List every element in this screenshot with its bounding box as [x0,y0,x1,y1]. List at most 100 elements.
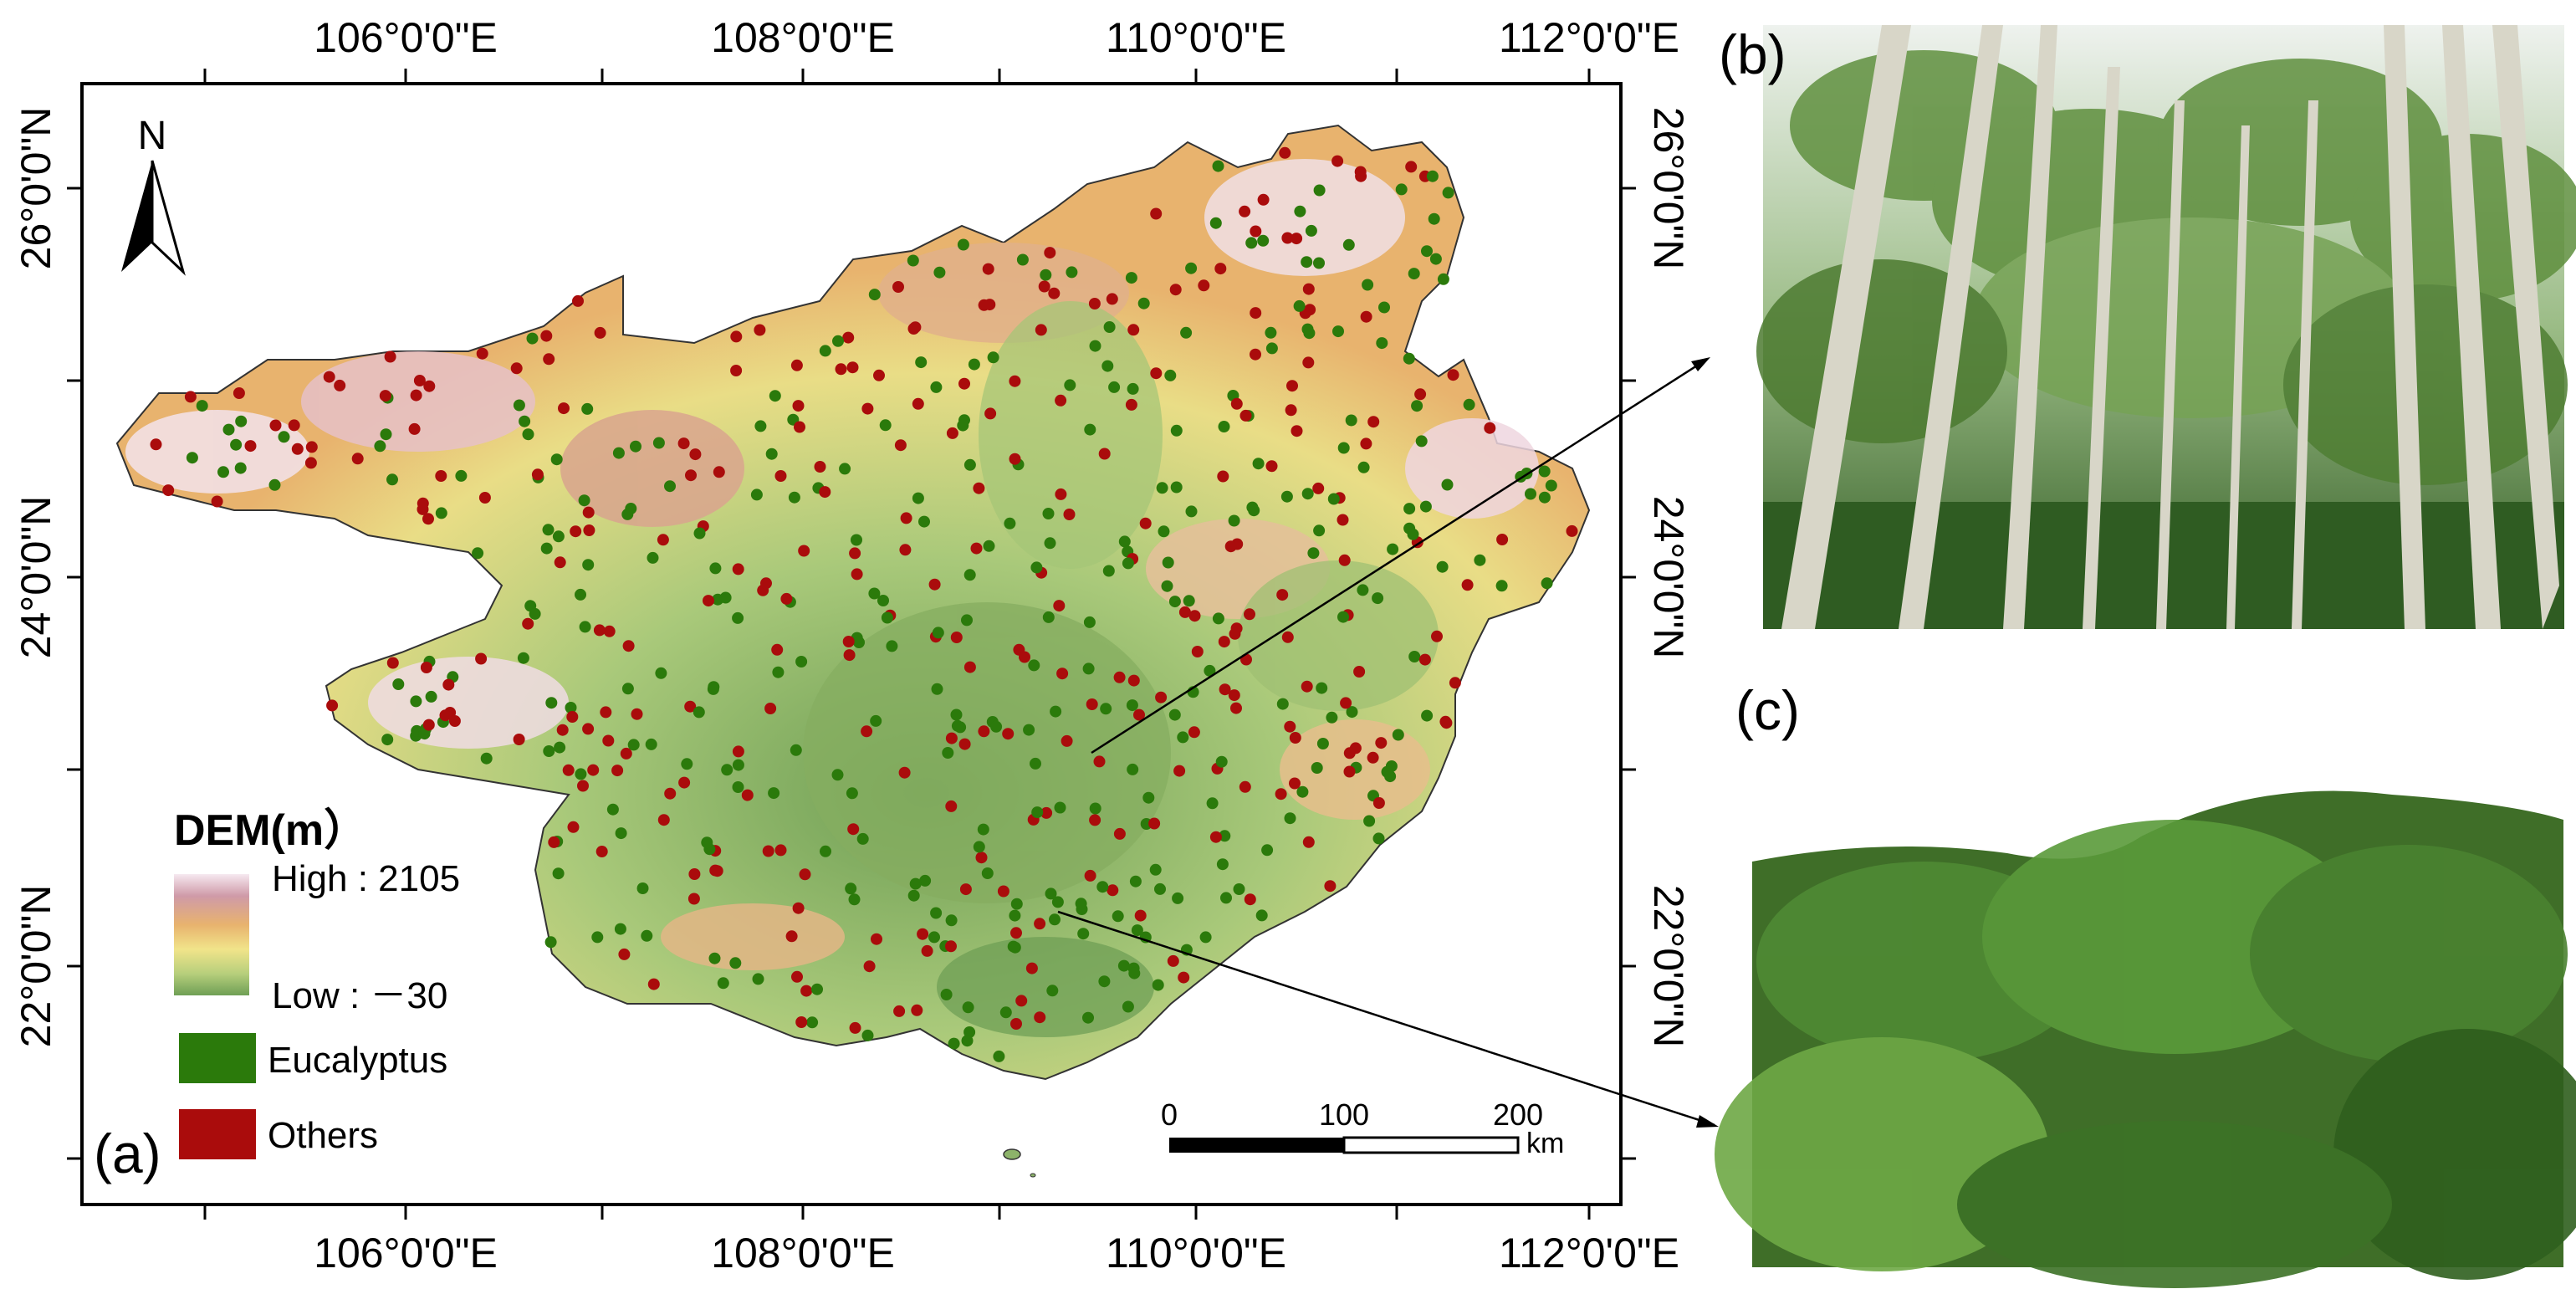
eucalyptus-point [1474,554,1486,566]
top-tick-label: 106°0'0"E [314,14,498,61]
others-point [631,708,643,720]
scale-bar: 0 100 200 km [1161,1097,1564,1159]
others-point [435,470,447,482]
others-point [577,780,589,792]
eucalyptus-point [217,466,229,478]
eucalyptus-point [517,652,529,664]
left-tick-label: 24°0'0"N [13,496,59,659]
others-point [871,933,882,945]
others-point [351,453,364,465]
others-point [657,814,670,826]
others-point [741,789,754,801]
eucalyptus-point [1421,245,1433,258]
others-point [1025,962,1038,974]
others-point [1353,666,1366,678]
eucalyptus-point [1429,253,1442,265]
others-point [1340,697,1352,709]
eucalyptus-point [1152,979,1164,991]
lowland-patches [803,301,1439,1037]
others-point [475,652,488,665]
eucalyptus-point [1108,381,1121,393]
eucalyptus-point [1010,898,1023,910]
others-point [1367,751,1379,764]
others-point [842,331,855,344]
eucalyptus-point [754,420,767,432]
others-point [1338,554,1351,566]
eucalyptus-point [981,867,994,879]
others-point [664,787,677,800]
eucalyptus-point [552,530,565,543]
others-point [1239,409,1252,422]
eucalyptus-point [425,690,437,703]
eucalyptus-point [268,478,281,491]
eucalyptus-point [543,745,555,757]
eucalyptus-point [1045,887,1057,900]
eucalyptus-point [963,458,976,471]
eucalyptus-point [1362,279,1374,291]
others-point [843,649,856,662]
others-point [945,940,957,953]
eucalyptus-point [1125,272,1137,284]
eucalyptus-point [772,666,785,678]
others-point [917,928,929,940]
others-point [677,437,690,450]
others-point [1089,814,1101,826]
eucalyptus-point [1228,514,1240,527]
sample-points [150,146,1578,1062]
eucalyptus-point [1122,1000,1134,1013]
others-point [1301,680,1313,693]
others-point [1367,416,1380,428]
others-point [1167,954,1179,967]
others-point [1048,287,1061,299]
eucalyptus-point [806,1016,819,1029]
others-point [1331,155,1344,167]
eucalyptus-point [636,882,649,894]
eucalyptus-point [820,845,831,857]
eucalyptus-point [1219,830,1231,842]
others-point [540,330,553,342]
arrowhead-c [1696,1115,1719,1128]
others-point [1038,280,1050,293]
others-point [1360,310,1372,323]
others-point [305,441,318,453]
others-point [1302,283,1315,295]
eucalyptus-point [1293,299,1306,312]
others-point [794,421,805,433]
eucalyptus-point [1172,892,1184,904]
eucalyptus-point [693,527,706,540]
eucalyptus-point [1313,257,1325,269]
eucalyptus-point [579,621,591,633]
others-point [945,732,958,744]
eucalyptus-point [845,882,857,895]
others-point [1035,324,1047,336]
eucalyptus-point [1126,699,1138,712]
others-point [417,503,429,515]
others-point [408,422,421,435]
eucalyptus-point [1100,703,1112,715]
others-point [774,470,787,482]
others-point [448,715,461,727]
eucalyptus-point [1442,187,1454,199]
eucalyptus-point [961,1035,974,1047]
eucalyptus-point [1426,170,1439,182]
eucalyptus-point [235,415,248,427]
eucalyptus-point [652,437,665,449]
others-point [1360,437,1372,450]
others-point [1173,765,1186,777]
others-point [909,321,922,334]
others-point [1009,453,1021,465]
eucalyptus-point [621,508,634,520]
others-point [1178,606,1191,618]
others-point [304,457,317,469]
others-point [326,699,339,712]
eucalyptus-point [480,752,493,765]
eucalyptus-point [1415,435,1428,448]
others-point [386,657,399,669]
eucalyptus-point [1345,414,1357,427]
others-point [1276,589,1289,601]
eucalyptus-point [410,695,422,708]
others-point [1286,380,1298,392]
eucalyptus-point [962,1001,974,1014]
eucalyptus-point [1122,557,1134,570]
others-point [593,624,606,637]
